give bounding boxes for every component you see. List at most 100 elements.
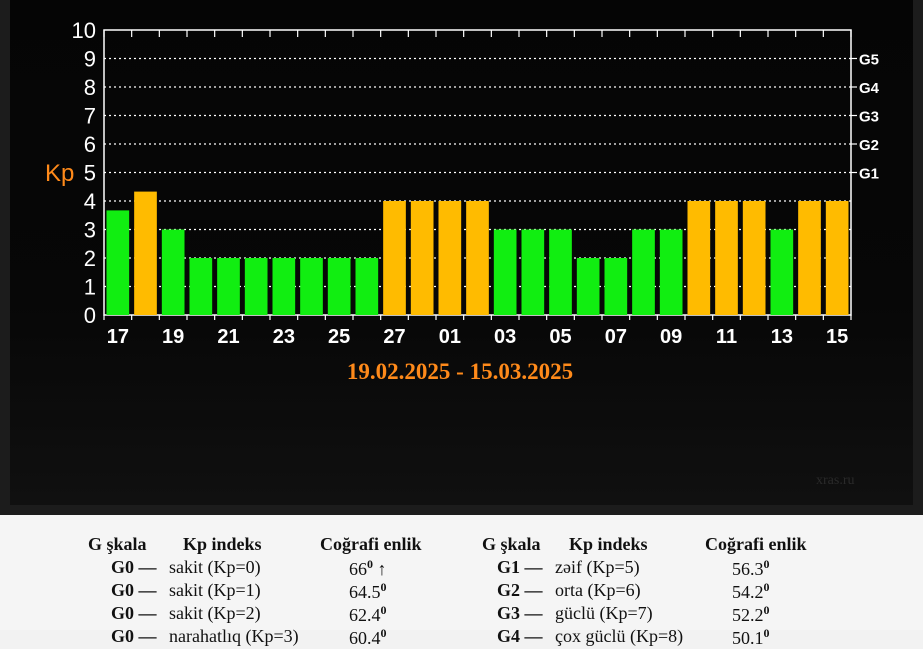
chart-title: 19.02.2025 - 15.03.2025 bbox=[347, 359, 573, 384]
degree-symbol: 0 bbox=[763, 557, 770, 571]
chart-panel: 0 1 2 3 4 5 6 7 8 9 10 Kp G1 G2 G3 G4 G5 17 19 21 23 25 27 01 03… bbox=[0, 0, 923, 515]
latitude-value: 60.40 bbox=[349, 626, 387, 648]
y-tick-label: 5 bbox=[84, 161, 96, 186]
kp-bar bbox=[825, 201, 849, 315]
y-tick-label: 10 bbox=[72, 18, 96, 43]
x-tick-label: 27 bbox=[383, 326, 405, 348]
x-tick-label: 19 bbox=[162, 326, 184, 348]
kp-bar bbox=[383, 201, 406, 315]
x-tick-label: 15 bbox=[826, 326, 848, 348]
degree-symbol: 0 bbox=[380, 580, 387, 594]
kp-bar bbox=[134, 191, 157, 315]
header-g-scale-right: G şkala bbox=[482, 534, 541, 554]
kp-bar bbox=[604, 258, 628, 315]
g-level-label: G5 bbox=[859, 52, 879, 69]
g-level-label: G2 bbox=[859, 137, 879, 154]
x-tick-label: 13 bbox=[771, 326, 793, 348]
kp-bar bbox=[438, 201, 462, 315]
kp-bar bbox=[161, 229, 185, 315]
kp-bar bbox=[659, 229, 683, 315]
y-tick-label: 7 bbox=[84, 104, 96, 129]
y-tick-label: 4 bbox=[84, 189, 96, 214]
latitude-value: 62.40 bbox=[349, 603, 387, 625]
kp-index-value: sakit (Kp=2) bbox=[169, 603, 261, 623]
kp-bar bbox=[521, 229, 545, 315]
degree-symbol: 0 bbox=[367, 557, 373, 571]
y-tick-label: 3 bbox=[84, 218, 96, 243]
kp-bar bbox=[189, 258, 213, 315]
x-tick-label: 23 bbox=[273, 326, 295, 348]
g-scale-level: G0 — bbox=[111, 603, 157, 623]
kp-bar bbox=[300, 258, 323, 315]
kp-bar bbox=[493, 229, 517, 315]
g-scale-level: G1 — bbox=[497, 557, 543, 577]
latitude-value: 54.20 bbox=[732, 580, 770, 602]
header-latitude-left: Coğrafi enlik bbox=[320, 534, 422, 554]
header-kp-index-left: Kp indeks bbox=[183, 534, 262, 554]
x-tick-label: 11 bbox=[716, 326, 737, 348]
y-tick-label: 2 bbox=[84, 246, 96, 271]
x-tick-label: 09 bbox=[660, 326, 682, 348]
header-latitude-right: Coğrafi enlik bbox=[705, 534, 807, 554]
kp-bar bbox=[576, 258, 600, 315]
kp-bar bbox=[798, 201, 821, 315]
kp-bar bbox=[106, 210, 130, 315]
x-tick-label: 17 bbox=[107, 326, 129, 348]
kp-bar bbox=[632, 229, 655, 315]
degree-symbol: 0 bbox=[763, 626, 770, 640]
x-tick-label: 21 bbox=[217, 326, 239, 348]
x-tick-label: 25 bbox=[328, 326, 350, 348]
kp-bar bbox=[687, 201, 711, 315]
y-tick-label: 9 bbox=[84, 47, 96, 72]
g-scale-level: G0 — bbox=[111, 580, 157, 600]
x-tick-label: 07 bbox=[605, 326, 627, 348]
watermark: xras.ru bbox=[816, 473, 855, 488]
kp-bar bbox=[327, 258, 351, 315]
kp-index-value: sakit (Kp=1) bbox=[169, 580, 261, 600]
header-g-scale-left: G şkala bbox=[88, 534, 147, 554]
kp-bar bbox=[244, 258, 268, 315]
y-axis-label: Kp bbox=[45, 160, 74, 187]
g-scale-level: G2 — bbox=[497, 580, 543, 600]
up-arrow-icon: ↑ bbox=[373, 559, 387, 579]
kp-index-value: çox güclü (Kp=8) bbox=[555, 626, 684, 646]
latitude-value: 56.30 bbox=[732, 557, 770, 579]
latitude-value: 52.20 bbox=[732, 603, 770, 625]
kp-bar bbox=[217, 258, 240, 315]
degree-symbol: 0 bbox=[763, 603, 770, 617]
g-level-label: G3 bbox=[859, 109, 879, 126]
degree-symbol: 0 bbox=[763, 580, 770, 594]
chart-background: 0 1 2 3 4 5 6 7 8 9 10 Kp G1 G2 G3 G4 G5 17 19 21 23 25 27 01 03… bbox=[10, 0, 913, 505]
kp-bar bbox=[742, 201, 766, 315]
latitude-value: 50.10 bbox=[732, 626, 770, 648]
kp-index-value: güclü (Kp=7) bbox=[555, 603, 653, 623]
kp-index-value: narahatlıq (Kp=3) bbox=[169, 626, 299, 646]
kp-bar bbox=[355, 258, 379, 315]
degree-symbol: 0 bbox=[380, 603, 387, 617]
degree-symbol: 0 bbox=[380, 626, 387, 640]
kp-bar bbox=[715, 201, 738, 315]
kp-bar bbox=[466, 201, 489, 315]
x-tick-label: 03 bbox=[494, 326, 516, 348]
kp-bar bbox=[272, 258, 296, 315]
g-level-label: G4 bbox=[859, 80, 880, 97]
kp-bar bbox=[410, 201, 434, 315]
g-level-label: G1 bbox=[859, 166, 879, 183]
kp-index-value: sakit (Kp=0) bbox=[169, 557, 261, 577]
g-scale-level: G4 — bbox=[497, 626, 543, 646]
x-tick-label: 05 bbox=[549, 326, 571, 348]
header-kp-index-right: Kp indeks bbox=[569, 534, 648, 554]
latitude-value: 64.50 bbox=[349, 580, 387, 602]
kp-index-value: zəif (Kp=5) bbox=[555, 557, 640, 577]
g-scale-level: G3 — bbox=[497, 603, 543, 623]
y-tick-label: 0 bbox=[84, 303, 96, 328]
y-tick-label: 6 bbox=[84, 132, 96, 157]
kp-bar bbox=[770, 229, 794, 315]
kp-bar bbox=[549, 229, 572, 315]
kp-index-value: orta (Kp=6) bbox=[555, 580, 641, 600]
g-scale-table: G şkala Kp indeks Coğrafi enlik G şkala … bbox=[0, 515, 923, 648]
latitude-value: 660 ↑ bbox=[349, 557, 387, 579]
g-scale-level: G0 — bbox=[111, 557, 157, 577]
x-tick-label: 01 bbox=[439, 326, 461, 348]
